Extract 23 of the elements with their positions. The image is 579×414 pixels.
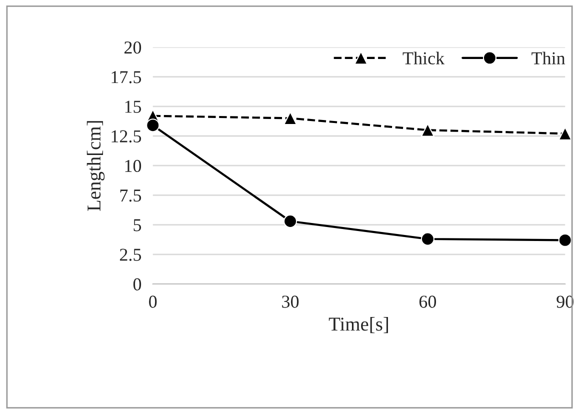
y-axis-title: Length[cm] (86, 121, 105, 211)
point (420, 123, 434, 137)
x-tick-label: 30 (282, 296, 299, 308)
x-tick-label: 0 (149, 296, 157, 308)
legend-label: Thick (402, 52, 445, 64)
y-tick-label: 17.5 (112, 71, 142, 84)
point (420, 232, 434, 246)
legend-label: Thin (532, 52, 566, 64)
x-tick-label: 60 (419, 296, 436, 308)
y-tick-label: 20 (124, 41, 142, 54)
point (558, 126, 572, 140)
x-axis-title: Time[s] (328, 317, 388, 334)
y-tick-label: 2.5 (120, 248, 142, 261)
y-tick-label: 7.5 (120, 190, 142, 202)
y-tick-label: 10 (125, 160, 142, 172)
y-tick-label: 0 (133, 278, 142, 290)
point (284, 111, 298, 126)
y-tick-label: 12.5 (112, 130, 142, 143)
point (284, 214, 298, 228)
point (146, 118, 160, 132)
y-tick-label: 5 (134, 219, 142, 232)
point (558, 233, 572, 247)
y-tick-label: 15 (125, 100, 142, 113)
